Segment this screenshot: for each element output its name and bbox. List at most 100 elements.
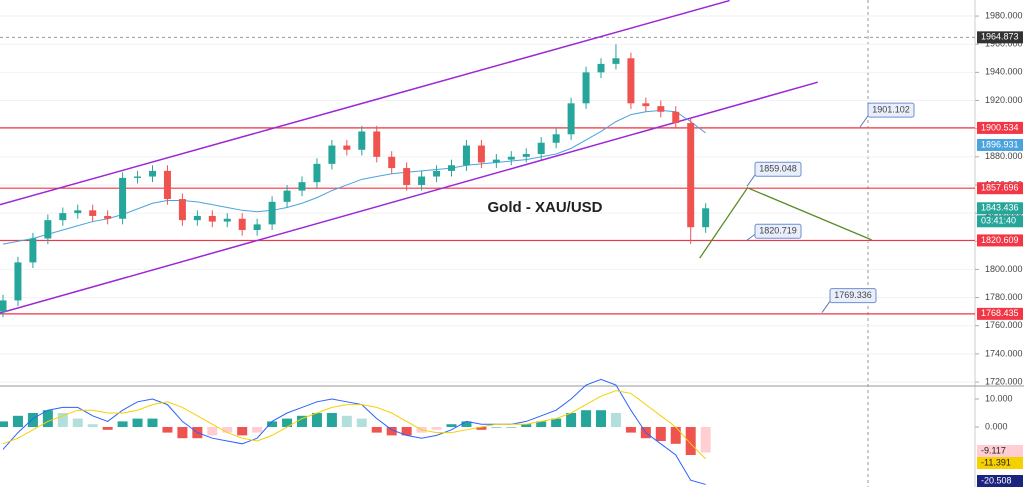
candle-body [373, 131, 381, 157]
histogram-bar [506, 427, 517, 428]
candle-body [104, 215, 112, 219]
y-tick-label: 1740.000 [985, 348, 1023, 358]
candle-body [283, 190, 291, 202]
histogram-tag: -9.117 [981, 445, 1006, 455]
candle-body [313, 163, 321, 183]
histogram-bar [237, 427, 248, 436]
candle-body [178, 199, 186, 221]
macd-line [2, 378, 706, 485]
signal-tag: -11.391 [981, 457, 1011, 467]
last-price-tag-bg [977, 202, 1023, 215]
histogram-tag-bg [977, 445, 1023, 457]
countdown-tag-bg [977, 215, 1023, 228]
histogram-bar [491, 427, 502, 428]
histogram-bar [117, 421, 128, 428]
candle-body [193, 215, 201, 221]
candle-body [388, 156, 396, 169]
level-tag-bg [977, 121, 1023, 134]
candle-body [418, 176, 426, 185]
histogram-bar [297, 415, 307, 428]
callout-box [829, 288, 877, 304]
y-tick-label: 0.000 [985, 421, 1008, 431]
histogram-bar [610, 413, 621, 428]
histogram-bar [551, 418, 562, 428]
candle-body [672, 111, 680, 124]
histogram-bar [72, 418, 83, 428]
level-tag: 1857.696 [981, 183, 1019, 193]
candle-body [358, 131, 366, 150]
candle-body [702, 208, 710, 228]
y-tick-label: 1980.000 [985, 10, 1023, 20]
histogram-bar [132, 418, 143, 428]
histogram-bar [267, 421, 278, 428]
histogram-bar [371, 427, 382, 433]
ma-tag-bg [977, 138, 1023, 151]
histogram-bar [147, 418, 158, 428]
crosshair-tag: 1964.873 [981, 32, 1019, 42]
callout-box [754, 161, 802, 177]
histogram-bar [446, 424, 457, 428]
candle-body [253, 224, 261, 231]
histogram-bar [476, 427, 487, 430]
channel-line [0, 81, 818, 314]
level-tag: 1820.609 [981, 235, 1019, 245]
candle-body [44, 220, 52, 239]
y-tick-label: 1760.000 [985, 320, 1023, 330]
histogram-bar [581, 410, 592, 428]
histogram-bar [0, 421, 8, 428]
callout-box [754, 223, 802, 239]
candle-body [208, 215, 216, 222]
histogram-bar [207, 427, 218, 436]
candle-body [462, 145, 470, 166]
macd-tag: -20.508 [981, 475, 1012, 485]
candle-body [597, 63, 605, 73]
y-tick-label: 10.000 [985, 393, 1013, 403]
histogram-bar [431, 427, 442, 430]
countdown-tag: 03:41:40 [981, 216, 1016, 226]
histogram-bar [521, 424, 532, 428]
candle-body [163, 170, 171, 200]
y-tick-label: 1920.000 [985, 95, 1023, 105]
candle-body [223, 218, 231, 222]
histogram-bar [27, 413, 38, 428]
histogram-bar [87, 424, 98, 428]
level-tag-bg [977, 234, 1023, 247]
candle-body [238, 218, 246, 231]
candle-body [433, 170, 441, 177]
histogram-bar [311, 413, 322, 428]
histogram-bar [536, 421, 547, 428]
callout-label: 1901.102 [872, 104, 910, 114]
candle-body [477, 145, 485, 163]
histogram-bar [700, 427, 711, 453]
y-tick-label: 1780.000 [985, 292, 1023, 302]
level-tag: 1900.534 [981, 122, 1019, 132]
candle-body [89, 210, 97, 216]
y-tick-label: 1800.000 [985, 264, 1023, 274]
candle-body [74, 210, 82, 214]
projection-line [699, 186, 872, 259]
level-tag-bg [977, 182, 1023, 195]
y-tick-label: 1720.000 [985, 376, 1023, 386]
candle-body [448, 165, 455, 171]
candle-body [612, 58, 620, 64]
candle-body [343, 145, 351, 150]
callout-box [867, 102, 915, 118]
histogram-bar [685, 427, 696, 456]
candle-body [657, 106, 665, 112]
histogram-bar [386, 427, 397, 436]
candle-body [522, 154, 530, 157]
y-tick-label: 1940.000 [985, 67, 1023, 77]
candle-body [29, 238, 37, 263]
candle-body [537, 142, 545, 154]
callout-label: 1859.048 [759, 164, 797, 174]
chart-title: Gold - XAU/USD [488, 199, 603, 216]
histogram-bar [670, 427, 681, 444]
histogram-bar [566, 413, 577, 428]
candle-body [582, 72, 590, 104]
level-tag-bg [977, 307, 1023, 320]
callout-label: 1769.336 [834, 290, 872, 300]
level-tag: 1768.435 [981, 308, 1019, 318]
histogram-bar [252, 427, 263, 433]
candle-body [687, 123, 695, 228]
